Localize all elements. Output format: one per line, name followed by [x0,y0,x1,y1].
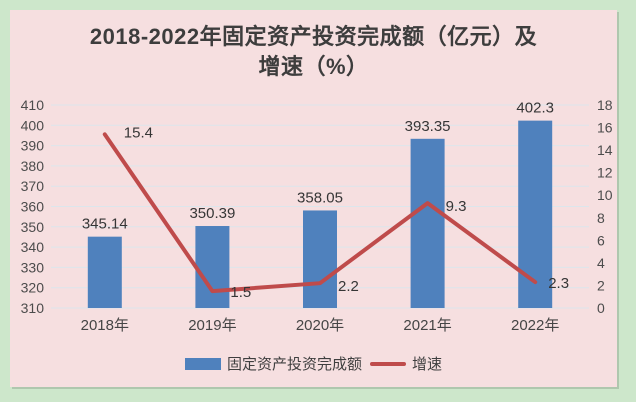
line-value-label: 2.3 [548,275,569,292]
primary-axis-tick-label: 320 [21,280,45,296]
primary-axis-tick-label: 410 [21,97,45,113]
x-axis-label: 2019年 [188,317,236,334]
bar [87,236,122,308]
secondary-axis-tick-label: 4 [597,255,605,271]
bar [195,226,230,308]
secondary-axis-tick-label: 18 [597,97,613,113]
x-axis-label: 2020年 [296,317,344,334]
primary-axis-tick-label: 310 [21,300,45,316]
line-series-label: 增速 [412,356,443,373]
secondary-axis-tick-label: 10 [597,187,613,203]
x-axis-label: 2021年 [403,317,451,334]
legend-item-bar-series: 固定资产投资完成额 [184,353,362,374]
line-value-label: 9.3 [446,198,467,215]
chart-legend: 固定资产投资完成额 增速 [10,353,617,374]
primary-axis-tick-label: 330 [21,259,45,275]
bar-value-label: 402.3 [516,100,554,117]
bar-value-label: 393.35 [405,118,451,135]
secondary-axis-tick-label: 8 [597,210,605,226]
line-value-label: 15.4 [124,124,153,141]
bar-value-label: 350.39 [189,205,235,222]
x-axis-label: 2018年 [81,317,129,334]
secondary-axis-tick-label: 16 [597,120,613,136]
secondary-axis-tick-label: 12 [597,165,613,181]
primary-axis-tick-label: 380 [21,158,45,174]
line-value-label: 1.5 [230,284,251,301]
growth-line [102,132,538,294]
primary-axis-tick-label: 360 [21,199,45,215]
chart-title-line2: 增速（%） [258,54,369,79]
x-axis-label: 2022年 [511,317,559,334]
primary-axis-tick-label: 390 [21,138,45,154]
bar [303,210,337,308]
bar-value-label: 358.05 [297,189,343,206]
primary-axis-tick-label: 370 [21,178,45,194]
chart-title-line1: 2018-2022年固定资产投资完成额（亿元）及 [89,24,538,49]
line-value-label: 2.2 [338,278,359,295]
secondary-axis-tick-label: 2 [597,277,605,293]
chart-panel: 2018-2022年固定资产投资完成额（亿元）及 增速（%） 310 320 330… [10,10,617,387]
secondary-axis-tick-label: 0 [597,300,605,316]
primary-axis-tick-label: 340 [21,239,45,255]
bar [518,120,553,308]
bar-series-swatch [184,357,221,370]
bar-series-label: 固定资产投资完成额 [226,356,362,373]
secondary-axis-tick-label: 6 [597,232,605,248]
legend-item-line-series: 增速 [370,353,442,374]
secondary-axis-tick-label: 14 [597,142,613,158]
primary-axis-tick-label: 400 [21,117,45,133]
bar-value-label: 345.14 [82,216,128,233]
chart-title: 2018-2022年固定资产投资完成额（亿元）及 增速（%） [10,10,617,82]
line-series-swatch [370,361,406,366]
bar [410,138,445,308]
combo-chart: 310 320 330 340 350 360 370 380 390 400 410 0 2 4 6 8 10… [21,97,613,334]
primary-axis-tick-label: 350 [21,219,45,235]
